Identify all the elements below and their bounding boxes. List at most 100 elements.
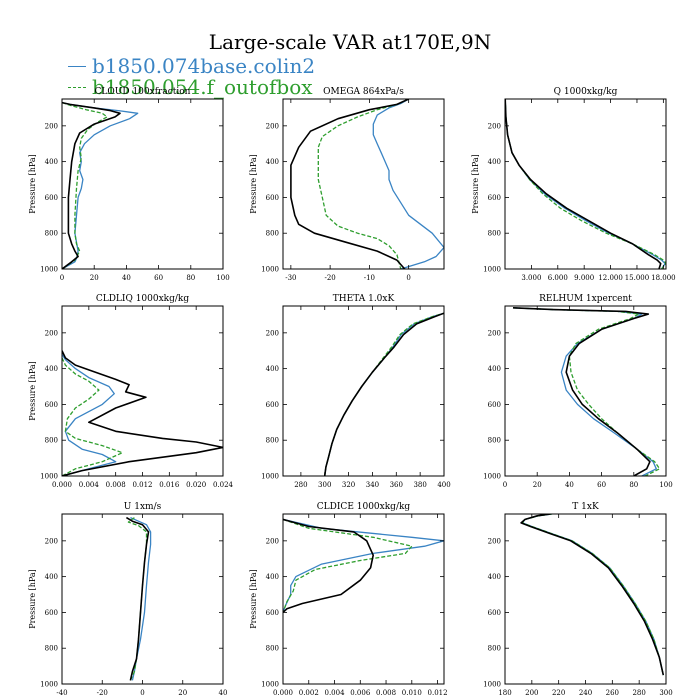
series-line-cloud-black <box>62 101 121 269</box>
plot-frame-theta <box>282 305 445 477</box>
y-tick-label-cldice: 800 <box>266 645 279 653</box>
x-tick-label-omega: -10 <box>364 274 375 282</box>
panel-theta: THETA 1.0xK 280 300 320 340 360 380 400 200 400 60… <box>261 294 451 489</box>
series-line-omega-outofbox <box>317 99 409 269</box>
panel-title-cldliq: CLDLIQ 1000xkg/kg <box>96 294 190 304</box>
y-tick-label-cldliq: 600 <box>45 401 58 409</box>
y-tick-label-cldice: 400 <box>266 573 279 581</box>
panel-u: U 1xm/s -40 -20 0 20 40 200 400 600 800 1000 Pressu… <box>28 502 227 697</box>
y-tick-label-q: 200 <box>488 122 501 130</box>
series-group-relhum <box>512 307 661 476</box>
x-tick-label-q: 3.000 <box>521 274 541 282</box>
y-tick-label-q: 800 <box>488 230 501 238</box>
y-tick-label-t: 1000 <box>483 681 501 689</box>
series-line-theta-outofbox <box>324 312 444 476</box>
series-group-cldliq <box>62 350 223 476</box>
y-tick-label-q: 400 <box>488 158 501 166</box>
panel-title-relhum: RELHUM 1xpercent <box>539 294 632 304</box>
x-tick-label-cldice: 0.004 <box>324 689 345 697</box>
y-axis-label-cldliq: Pressure [hPa] <box>28 361 37 421</box>
y-tick-label-u: 1000 <box>40 681 58 689</box>
y-tick-label-cloud: 200 <box>45 122 58 130</box>
y-tick-label-cldliq: 400 <box>45 365 58 373</box>
y-tick-label-theta: 1000 <box>261 473 279 481</box>
panel-title-cloud: CLOUD 100xfraction <box>95 87 191 97</box>
plot-frame-t <box>504 513 667 685</box>
legend-swatch-base <box>68 66 86 67</box>
series-group-t <box>520 514 665 676</box>
y-tick-label-u: 200 <box>45 537 58 545</box>
series-line-q-outofbox <box>505 99 666 269</box>
series-line-relhum-outofbox <box>512 307 661 476</box>
x-tick-label-q: 15.000 <box>625 274 650 282</box>
series-line-cloud-outofbox <box>62 101 108 269</box>
x-tick-label-relhum: 60 <box>597 481 606 489</box>
x-tick-label-q: 18.000 <box>651 274 676 282</box>
x-tick-label-t: 220 <box>552 689 565 697</box>
x-tick-label-cloud: 20 <box>90 274 99 282</box>
legend-swatch-outofbox <box>68 87 86 88</box>
x-tick-label-cldice: 0.008 <box>376 689 396 697</box>
x-tick-label-u: -20 <box>97 689 108 697</box>
y-tick-label-omega: 1000 <box>261 266 279 274</box>
x-tick-label-relhum: 0 <box>503 481 507 489</box>
x-tick-label-t: 240 <box>579 689 592 697</box>
y-axis-label-cldice: Pressure [hPa] <box>249 569 258 629</box>
x-tick-label-t: 260 <box>606 689 619 697</box>
series-line-cldliq-black <box>62 350 223 476</box>
y-tick-label-q: 600 <box>488 194 501 202</box>
series-line-omega-black <box>290 99 410 269</box>
series-line-t-black <box>520 514 665 676</box>
x-tick-label-cldliq: 0.012 <box>132 481 152 489</box>
plot-frame-omega <box>282 98 445 270</box>
y-tick-label-cldice: 200 <box>266 537 279 545</box>
panel-title-t: T 1xK <box>572 502 599 512</box>
y-tick-label-cloud: 1000 <box>40 266 58 274</box>
x-tick-label-theta: 320 <box>342 481 355 489</box>
plot-frame-cldice <box>282 513 445 685</box>
legend-item-base: b1850.074base.colin2 <box>68 55 315 77</box>
panel-cldliq: CLDLIQ 1000xkg/kg 0.000 0.004 0.008 0.012 0.0… <box>28 294 234 489</box>
x-tick-label-cldice: 0.012 <box>428 689 448 697</box>
series-line-omega-base <box>372 99 444 269</box>
x-tick-label-t: 200 <box>525 689 538 697</box>
series-line-q-black <box>505 99 662 269</box>
series-line-u-black <box>125 516 150 681</box>
x-tick-label-cldice: 0.000 <box>273 689 293 697</box>
legend-item-outofbox: b1850.054.f_outofbox <box>68 76 315 98</box>
series-line-relhum-base <box>512 307 657 476</box>
series-line-cldliq-outofbox <box>62 357 124 476</box>
x-tick-label-omega: -30 <box>285 274 296 282</box>
series-group-q <box>505 99 666 269</box>
series-group-cloud <box>62 101 139 269</box>
x-tick-label-cldliq: 0.020 <box>186 481 206 489</box>
y-tick-label-t: 200 <box>488 537 501 545</box>
panel-relhum: RELHUM 1xpercent 0 20 40 60 80 100 200 400 600 800… <box>483 294 673 489</box>
y-tick-label-omega: 600 <box>266 194 279 202</box>
panel-omega: OMEGA 864xPa/s -30 -20 -10 0 200 400 600 800 1000… <box>249 87 445 282</box>
panel-title-theta: THETA 1.0xK <box>333 294 395 304</box>
x-tick-label-cldliq: 0.004 <box>79 481 100 489</box>
panel-q: Q 1000xkg/kg3.000 6.000 9.000 12.000 15.000 1… <box>471 87 676 282</box>
x-tick-label-cloud: 100 <box>216 274 229 282</box>
y-tick-label-theta: 200 <box>266 329 279 337</box>
series-line-cldliq-base <box>62 353 117 476</box>
legend: b1850.074base.colin2 b1850.054.f_outofbo… <box>68 55 315 98</box>
x-tick-label-omega: 0 <box>406 274 410 282</box>
series-line-t-outofbox <box>521 514 664 676</box>
series-line-cldice-black <box>283 518 375 613</box>
y-tick-label-cldice: 1000 <box>261 681 279 689</box>
x-tick-label-theta: 280 <box>294 481 307 489</box>
y-tick-label-omega: 200 <box>266 122 279 130</box>
y-tick-label-cldliq: 200 <box>45 329 58 337</box>
series-line-cldice-outofbox <box>283 518 413 613</box>
x-tick-label-theta: 400 <box>437 481 450 489</box>
panel-title-cldice: CLDICE 1000xkg/kg <box>317 502 411 512</box>
panel-title-omega: OMEGA 864xPa/s <box>323 87 404 97</box>
plot-frame-q <box>504 98 667 270</box>
x-tick-label-q: 6.000 <box>548 274 568 282</box>
panel-title-u: U 1xm/s <box>124 502 162 512</box>
y-tick-label-relhum: 1000 <box>483 473 501 481</box>
x-tick-label-cloud: 60 <box>154 274 163 282</box>
panel-t: T 1xK 180 200 220 240 260 280 300 200 400 600 800 10… <box>483 502 673 697</box>
